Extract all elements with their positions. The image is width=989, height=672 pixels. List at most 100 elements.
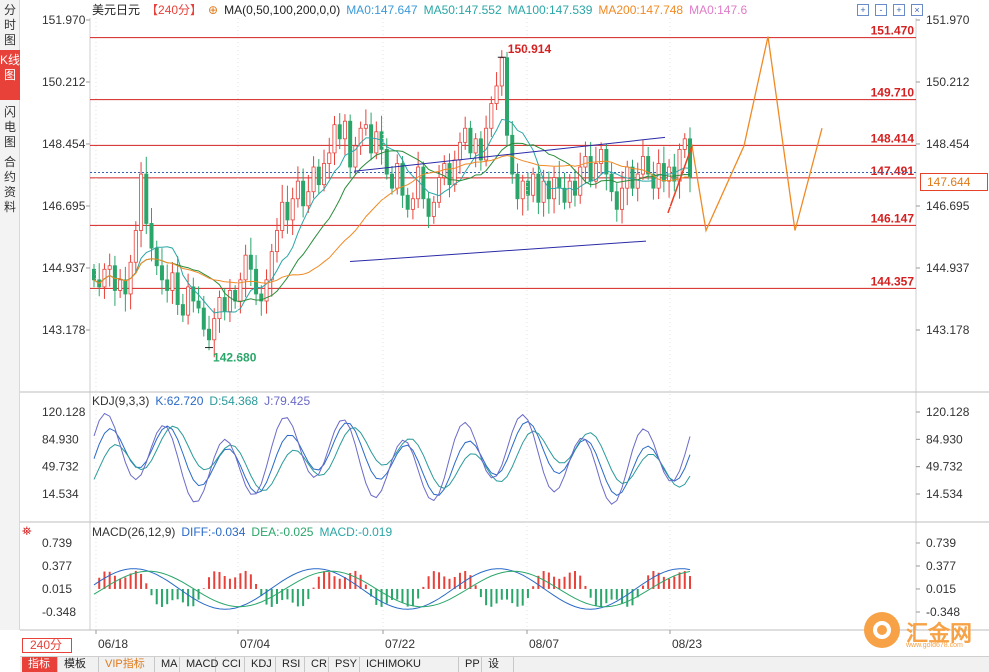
- kdj-d: D:54.368: [209, 394, 259, 408]
- current-price-tag: 147.644: [920, 173, 988, 191]
- x-tick-label: 08/23: [672, 637, 702, 651]
- period-label[interactable]: 【240分】: [146, 3, 203, 17]
- tab-timeshare[interactable]: 分时图: [3, 3, 16, 47]
- candle-body: [243, 254, 248, 281]
- minimize-button[interactable]: -: [875, 4, 887, 16]
- candle-body: [139, 173, 144, 231]
- symbol-name: 美元日元: [92, 3, 141, 17]
- kdj-j: J:79.425: [264, 394, 311, 408]
- ma0-value: MA0:147.647: [346, 3, 418, 17]
- candle-body: [562, 187, 567, 203]
- candle-body: [567, 180, 572, 203]
- kdj-tick-right: 120.128: [926, 405, 970, 419]
- candle-body: [107, 265, 112, 270]
- y-tick-left: 151.970: [42, 13, 86, 27]
- trend-line-lower: [349, 240, 647, 263]
- indicator-tab-4[interactable]: MACD: [180, 657, 218, 672]
- candle-body: [280, 201, 285, 231]
- candle-body: [306, 191, 311, 207]
- candle-body: [290, 198, 295, 221]
- indicator-tab-10[interactable]: ICHIMOKU CLOUD: [360, 657, 459, 672]
- macd-dea-line: [93, 570, 691, 608]
- add-window-button[interactable]: +: [857, 4, 869, 16]
- candle-body: [635, 173, 640, 189]
- macd-diff: DIFF:-0.034: [181, 525, 246, 539]
- tab-flash[interactable]: 闪电图: [3, 105, 16, 149]
- candle-body: [463, 127, 468, 143]
- indicator-tab-5[interactable]: CCI: [216, 657, 245, 672]
- candle-body: [175, 272, 180, 305]
- candle-body: [525, 180, 530, 196]
- candle-body: [588, 156, 593, 182]
- maximize-button[interactable]: +: [893, 4, 905, 16]
- indicator-tab-2[interactable]: VIP指标: [99, 657, 155, 672]
- candle-body: [353, 145, 358, 168]
- ma0b-value: MA0:147.6: [689, 3, 748, 17]
- indicator-tab-1[interactable]: 模板: [58, 657, 99, 672]
- indicator-tab-3[interactable]: MA: [155, 657, 180, 672]
- candle-body: [327, 152, 332, 164]
- indicator-tab-0[interactable]: 指标: [22, 657, 58, 672]
- candle-body: [630, 166, 635, 189]
- y-tick-right: 143.178: [926, 323, 970, 337]
- kdj-k: K:62.720: [155, 394, 204, 408]
- close-button[interactable]: ×: [911, 4, 923, 16]
- main-chart[interactable]: 151.970 151.970 150.212 150.212 148.454 148.4…: [0, 0, 989, 656]
- tab-kline[interactable]: K线图: [0, 50, 20, 100]
- x-tick-label: 07/22: [385, 637, 415, 651]
- macd-tick-right: -0.348: [926, 605, 960, 619]
- candle-body: [478, 138, 483, 161]
- macd-tick-right: 0.739: [926, 536, 956, 550]
- macd-tick-left: 0.739: [42, 536, 72, 550]
- candle-body: [437, 177, 442, 203]
- candle-body: [489, 103, 494, 129]
- ma100-line: [93, 142, 691, 303]
- y-tick-right: 144.937: [926, 261, 970, 275]
- candle-body: [92, 268, 97, 281]
- zoom-icon[interactable]: ⊕: [208, 3, 219, 17]
- candle-body: [311, 166, 316, 193]
- ma-params: MA(0,50,100,200,0,0): [224, 3, 341, 17]
- kdj-k-line: [93, 420, 691, 497]
- indicator-tab-12[interactable]: 设置: [482, 657, 514, 672]
- x-tick-label: 08/07: [529, 637, 559, 651]
- indicator-tab-9[interactable]: PSY: [329, 657, 360, 672]
- candle-body: [337, 124, 342, 140]
- candle-body: [348, 120, 353, 168]
- level-label: 147.491: [871, 164, 915, 178]
- indicator-tab-8[interactable]: CR: [305, 657, 329, 672]
- candle-body: [165, 279, 170, 291]
- macd-dea: DEA:-0.025: [251, 525, 314, 539]
- y-tick-right: 148.454: [926, 137, 970, 151]
- ma50-value: MA50:147.552: [423, 3, 502, 17]
- tab-contract-info[interactable]: 合约资料: [3, 155, 16, 214]
- low-label: 142.680: [213, 351, 257, 365]
- macd-value: MACD:-0.019: [319, 525, 393, 539]
- candle-body: [578, 166, 583, 196]
- settings-icon[interactable]: ⛯: [22, 524, 32, 538]
- candle-body: [557, 177, 562, 189]
- candle-body: [233, 290, 238, 302]
- period-selector[interactable]: 240分: [22, 638, 72, 653]
- indicator-tab-6[interactable]: KDJ: [245, 657, 276, 672]
- candle-body: [322, 163, 327, 186]
- candle-body: [123, 279, 128, 295]
- candle-body: [207, 328, 212, 341]
- logo-circle-icon: [864, 612, 900, 648]
- candle-body: [609, 173, 614, 193]
- candle-body: [682, 138, 687, 150]
- candle-body: [546, 180, 551, 200]
- candle-body: [520, 180, 525, 200]
- indicator-tab-7[interactable]: RSI: [276, 657, 305, 672]
- candle-body: [118, 279, 123, 291]
- candle-body: [133, 230, 138, 263]
- indicator-tab-11[interactable]: PP: [459, 657, 482, 672]
- candle-body: [505, 57, 510, 136]
- level-label: 148.414: [871, 131, 915, 145]
- y-tick-left: 143.178: [42, 323, 86, 337]
- level-label: 144.357: [871, 274, 915, 288]
- y-tick-right: 151.970: [926, 13, 970, 27]
- candle-body: [536, 173, 541, 203]
- candle-body: [222, 297, 227, 312]
